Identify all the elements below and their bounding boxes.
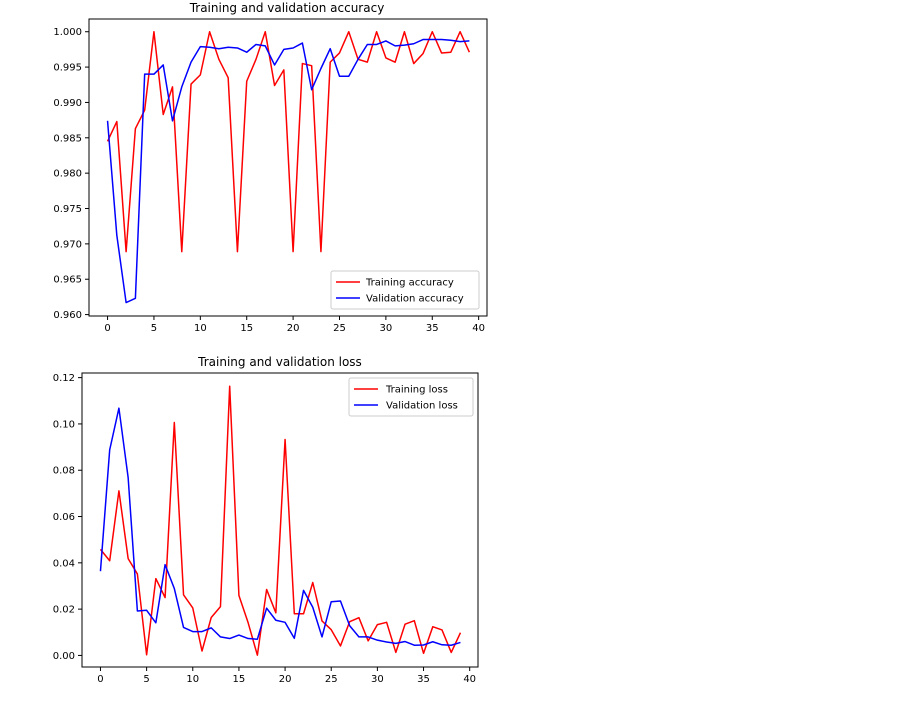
accuracy-legend-box bbox=[330, 270, 480, 310]
accuracy-x-tick-label: 10 bbox=[194, 323, 207, 334]
series-line-training-accuracy bbox=[106, 30, 471, 253]
legend-label-training-loss: Training loss bbox=[385, 385, 448, 396]
loss-y-tick-label: 0.02 bbox=[53, 605, 75, 616]
accuracy-y-tick-label: 0.975 bbox=[53, 204, 82, 215]
loss-y-tick-label: 0.10 bbox=[53, 419, 75, 430]
loss-y-tick-label: 0.00 bbox=[53, 651, 75, 662]
loss-x-tick-label: 35 bbox=[417, 674, 430, 685]
accuracy-chart: Training and validation accuracy 0.9600.… bbox=[53, 1, 488, 334]
accuracy-y-tick-label: 0.985 bbox=[53, 133, 82, 144]
accuracy-x-tick-label: 20 bbox=[287, 323, 300, 334]
accuracy-y-tick-label: 0.960 bbox=[53, 310, 82, 321]
loss-legend: Training loss Validation loss bbox=[348, 377, 474, 417]
loss-x-tick-label: 5 bbox=[143, 674, 149, 685]
loss-x-tick-label: 40 bbox=[463, 674, 476, 685]
loss-x-tick-label: 10 bbox=[186, 674, 199, 685]
accuracy-x-axis: 0 5 10 15 20 25 30 35 40 bbox=[104, 316, 485, 334]
loss-y-tick-label: 0.06 bbox=[53, 512, 75, 523]
accuracy-x-tick-label: 35 bbox=[426, 323, 439, 334]
loss-x-tick-label: 15 bbox=[233, 674, 246, 685]
loss-chart-title: Training and validation loss bbox=[197, 355, 362, 369]
accuracy-y-tick-label: 0.980 bbox=[53, 169, 82, 180]
accuracy-x-tick-label: 0 bbox=[104, 323, 110, 334]
legend-label-validation-accuracy: Validation accuracy bbox=[366, 294, 464, 305]
accuracy-legend: Training accuracy Validation accuracy bbox=[330, 270, 480, 310]
accuracy-y-tick-label: 0.995 bbox=[53, 63, 82, 74]
accuracy-y-tick-label: 1.000 bbox=[53, 27, 82, 38]
loss-y-tick-label: 0.12 bbox=[53, 373, 75, 384]
accuracy-x-tick-label: 15 bbox=[240, 323, 253, 334]
loss-chart: Training and validation loss 0.000.020.0… bbox=[53, 355, 479, 685]
accuracy-axes-frame bbox=[88, 18, 488, 317]
accuracy-x-tick-label: 40 bbox=[472, 323, 485, 334]
accuracy-y-tick-label: 0.970 bbox=[53, 239, 82, 250]
series-line-validation-accuracy bbox=[106, 38, 470, 304]
accuracy-x-tick-label: 30 bbox=[380, 323, 393, 334]
loss-legend-box bbox=[348, 377, 474, 417]
loss-x-tick-label: 0 bbox=[97, 674, 103, 685]
accuracy-x-tick-label: 25 bbox=[333, 323, 346, 334]
loss-x-tick-label: 30 bbox=[371, 674, 384, 685]
loss-axes-frame bbox=[81, 372, 479, 668]
loss-y-axis: 0.00 0.02 0.04 0.06 0.08 0.10 0.12 bbox=[53, 373, 82, 662]
accuracy-series-group bbox=[106, 30, 471, 304]
legend-label-training-accuracy: Training accuracy bbox=[365, 278, 454, 289]
loss-y-tick-label: 0.04 bbox=[53, 558, 75, 569]
accuracy-y-tick-label: 0.965 bbox=[53, 275, 82, 286]
loss-x-axis: 0 5 10 15 20 25 30 35 40 bbox=[97, 667, 476, 685]
series-line-validation-loss bbox=[99, 407, 461, 646]
accuracy-y-axis: 0.960 0.965 0.970 0.975 0.980 0.985 0.990 0.995… bbox=[53, 27, 89, 321]
loss-y-tick-label: 0.08 bbox=[53, 466, 75, 477]
loss-x-tick-label: 25 bbox=[325, 674, 338, 685]
series-line-training-loss bbox=[99, 385, 462, 656]
accuracy-x-tick-label: 5 bbox=[151, 323, 157, 334]
accuracy-chart-title: Training and validation accuracy bbox=[189, 1, 385, 15]
loss-series-group bbox=[99, 385, 462, 656]
loss-x-tick-label: 20 bbox=[279, 674, 292, 685]
accuracy-y-tick-label: 0.990 bbox=[53, 98, 82, 109]
legend-label-validation-loss: Validation loss bbox=[386, 401, 458, 412]
